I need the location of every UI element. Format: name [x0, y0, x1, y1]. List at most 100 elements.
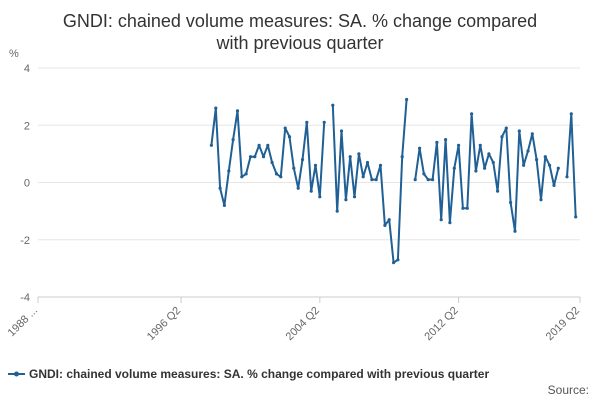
y-tick-label: -2 [20, 235, 30, 247]
legend-label: GNDI: chained volume measures: SA. % cha… [29, 367, 489, 381]
data-point[interactable] [478, 143, 482, 147]
data-point[interactable] [539, 198, 543, 202]
data-point[interactable] [279, 175, 283, 179]
y-tick-label: 0 [24, 178, 30, 190]
data-point[interactable] [292, 166, 296, 170]
data-point[interactable] [313, 163, 318, 167]
data-point[interactable] [569, 112, 573, 116]
data-point[interactable] [352, 195, 357, 199]
legend-marker-swatch [14, 371, 19, 377]
data-point[interactable] [392, 261, 396, 265]
data-point[interactable] [470, 112, 474, 116]
data-point[interactable] [305, 120, 309, 124]
data-point[interactable] [526, 149, 530, 153]
data-point[interactable] [365, 160, 370, 165]
data-point[interactable] [361, 175, 365, 179]
data-point[interactable] [257, 143, 261, 147]
x-tick-label: 1988 ... [6, 305, 40, 339]
series-points [209, 97, 578, 265]
data-point[interactable] [413, 178, 417, 182]
data-point[interactable] [348, 155, 352, 159]
series-path [210, 99, 577, 264]
data-point[interactable] [244, 172, 248, 176]
x-axis: 1988 ... 1996 Q2 2004 Q2 2012 Q2 2019 Q2 [6, 296, 582, 343]
data-point[interactable] [548, 163, 552, 167]
data-point[interactable] [266, 143, 270, 147]
data-point[interactable] [322, 120, 326, 124]
data-point[interactable] [248, 155, 253, 159]
data-point[interactable] [574, 215, 578, 219]
data-point[interactable] [517, 129, 521, 133]
data-point[interactable] [344, 198, 348, 202]
data-point[interactable] [543, 155, 547, 159]
data-point[interactable] [240, 175, 244, 179]
data-point[interactable] [457, 143, 461, 147]
data-point[interactable] [387, 218, 391, 222]
data-point[interactable] [209, 143, 213, 147]
data-point[interactable] [383, 223, 387, 227]
data-point[interactable] [235, 109, 240, 113]
x-tick-label: 1996 Q2 [145, 305, 183, 343]
legend[interactable]: GNDI: chained volume measures: SA. % cha… [8, 367, 489, 381]
data-point[interactable] [400, 155, 404, 159]
data-point[interactable] [418, 146, 422, 150]
data-point[interactable] [331, 103, 335, 107]
data-point[interactable] [474, 169, 478, 173]
y-tick-label: 2 [24, 120, 30, 132]
data-point[interactable] [552, 183, 556, 187]
data-point[interactable] [513, 229, 517, 233]
data-point[interactable] [357, 152, 361, 156]
data-point[interactable] [300, 158, 305, 162]
data-point[interactable] [339, 129, 344, 133]
chart-title-line-2: with previous quarter [215, 33, 383, 53]
data-point[interactable] [405, 97, 409, 102]
data-point[interactable] [444, 138, 448, 142]
data-point[interactable] [496, 189, 500, 193]
data-point[interactable] [396, 258, 400, 262]
data-point[interactable] [270, 160, 274, 165]
x-tick-label: 2004 Q2 [284, 305, 322, 343]
data-point[interactable] [309, 189, 313, 193]
data-point[interactable] [535, 158, 539, 162]
data-point[interactable] [491, 160, 495, 165]
data-point[interactable] [370, 178, 374, 182]
data-point[interactable] [448, 221, 452, 225]
data-point[interactable] [335, 209, 339, 213]
source-label: Source: [548, 383, 589, 397]
data-point[interactable] [422, 172, 426, 176]
chart-title-line-1: GNDI: chained volume measures: SA. % cha… [63, 11, 537, 31]
data-point[interactable] [378, 163, 383, 167]
data-point[interactable] [500, 135, 504, 139]
data-point[interactable] [452, 166, 456, 170]
data-point[interactable] [556, 166, 560, 170]
data-point[interactable] [253, 155, 257, 159]
data-point[interactable] [374, 178, 378, 182]
data-point[interactable] [435, 140, 439, 144]
data-point[interactable] [431, 178, 435, 182]
data-point[interactable] [296, 186, 300, 190]
data-point[interactable] [487, 152, 491, 156]
y-tick-label: 4 [24, 63, 30, 75]
data-point[interactable] [465, 206, 469, 210]
data-point[interactable] [283, 126, 287, 130]
data-point[interactable] [509, 200, 513, 205]
data-point[interactable] [504, 126, 508, 130]
data-point[interactable] [274, 172, 279, 176]
data-point[interactable] [530, 132, 534, 136]
data-point[interactable] [426, 178, 430, 182]
data-point[interactable] [318, 195, 322, 199]
data-point[interactable] [227, 169, 231, 173]
data-point[interactable] [439, 218, 443, 222]
data-point[interactable] [461, 206, 465, 210]
x-tick-label: 2019 Q2 [544, 305, 582, 343]
data-point[interactable] [483, 166, 487, 170]
series-line [210, 99, 577, 264]
data-point[interactable] [287, 135, 292, 139]
data-point[interactable] [231, 138, 235, 142]
data-point[interactable] [522, 163, 526, 167]
data-point[interactable] [565, 175, 569, 179]
data-point[interactable] [222, 203, 226, 207]
data-point[interactable] [214, 106, 218, 110]
data-point[interactable] [261, 155, 266, 159]
data-point[interactable] [218, 186, 222, 190]
